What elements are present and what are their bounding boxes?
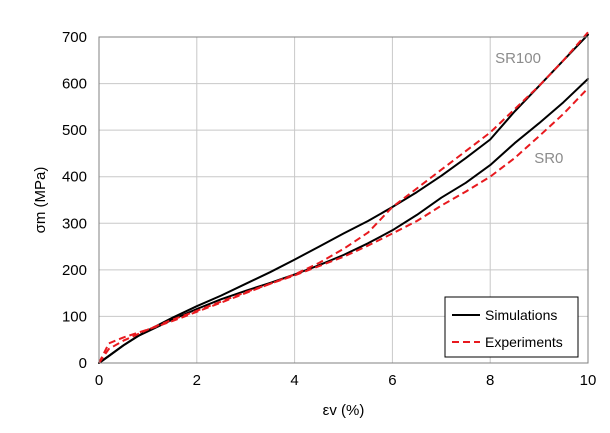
series-group xyxy=(98,31,589,364)
x-tick-label: 4 xyxy=(290,372,298,389)
y-tick-label: 0 xyxy=(79,355,87,372)
x-tick-label: 8 xyxy=(486,372,494,389)
x-tick-label: 6 xyxy=(388,372,396,389)
plot-border xyxy=(98,36,589,364)
x-axis-label: εv (%) xyxy=(323,402,365,419)
annotation-sr100: SR100 xyxy=(495,50,541,67)
legend-label-simulations: Simulations xyxy=(485,307,557,323)
x-tick-label: 0 xyxy=(95,372,103,389)
y-tick-label: 400 xyxy=(62,169,87,186)
y-tick-label: 700 xyxy=(62,29,87,46)
y-tick-label: 600 xyxy=(62,76,87,93)
annotation-sr0: SR0 xyxy=(534,150,563,167)
legend-label-experiments: Experiments xyxy=(485,334,563,350)
y-tick-label: 200 xyxy=(62,262,87,279)
y-tick-labels: 0 100 200 300 400 500 600 700 xyxy=(62,29,87,372)
x-tick-label: 2 xyxy=(193,372,201,389)
y-axis-label: σm (MPa) xyxy=(32,167,49,234)
x-tick-label: 10 xyxy=(580,372,597,389)
legend-box xyxy=(444,296,579,358)
x-tick-labels: 0 2 4 6 8 10 xyxy=(95,372,597,389)
y-tick-label: 300 xyxy=(62,215,87,232)
series-line-experiments-sr0 xyxy=(98,87,589,364)
y-tick-label: 500 xyxy=(62,122,87,139)
y-tick-label: 100 xyxy=(62,308,87,325)
legend: Simulations Experiments xyxy=(444,296,579,358)
